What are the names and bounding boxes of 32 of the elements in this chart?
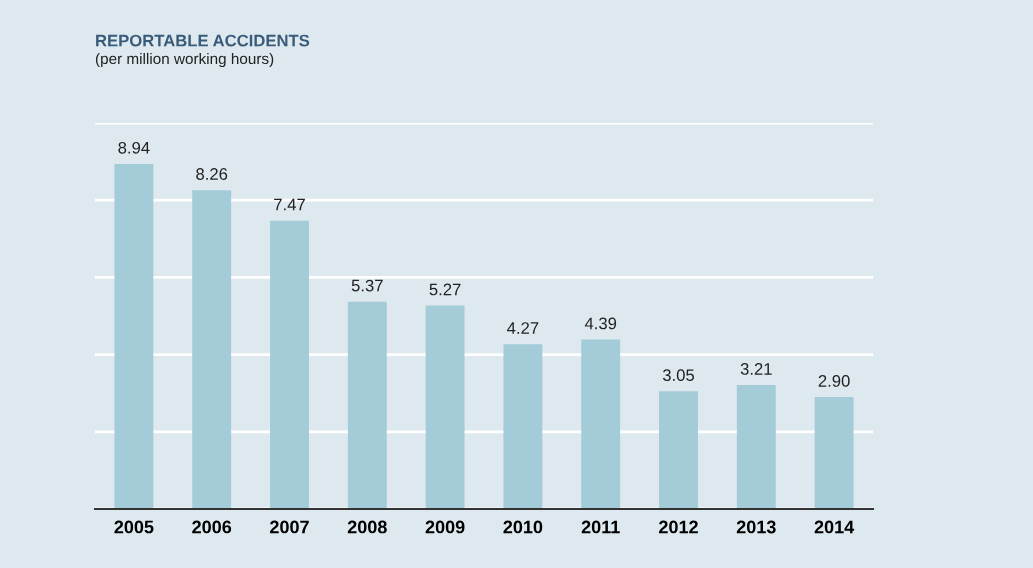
x-tick-label: 2011 [581,520,620,534]
x-tick-label: 2007 [270,520,309,534]
bar [814,397,854,509]
chart-title: REPORTABLE ACCIDENTS [96,34,310,47]
data-label: 8.94 [118,141,150,154]
bar [114,163,154,509]
data-label: 7.47 [274,198,305,211]
bar [581,339,621,509]
data-label: 3.05 [662,369,695,382]
data-label: 5.37 [351,279,383,292]
bar [659,391,698,509]
x-tick-label: 2006 [192,520,232,534]
data-label: 8.26 [196,168,228,180]
data-label: 3.21 [740,363,772,375]
x-tick-label: 2010 [503,520,543,534]
bar [192,190,232,509]
x-tick-label: 2013 [736,520,776,534]
x-tick-label: 2012 [659,520,698,534]
x-tick-label: 2005 [114,520,154,534]
x-tick-label: 2014 [814,520,855,534]
bar [425,305,465,509]
chart-subtitle: (per million working hours) [95,52,274,68]
bar [736,385,776,509]
data-label: 4.27 [507,322,539,334]
bar [503,344,543,509]
bar [347,301,387,509]
x-tick-label: 2008 [347,520,387,534]
data-label: 5.27 [429,283,461,296]
x-tick-label: 2009 [425,520,465,534]
data-label: 4.39 [584,317,617,330]
bar [270,220,309,509]
data-label: 2.90 [818,375,850,387]
